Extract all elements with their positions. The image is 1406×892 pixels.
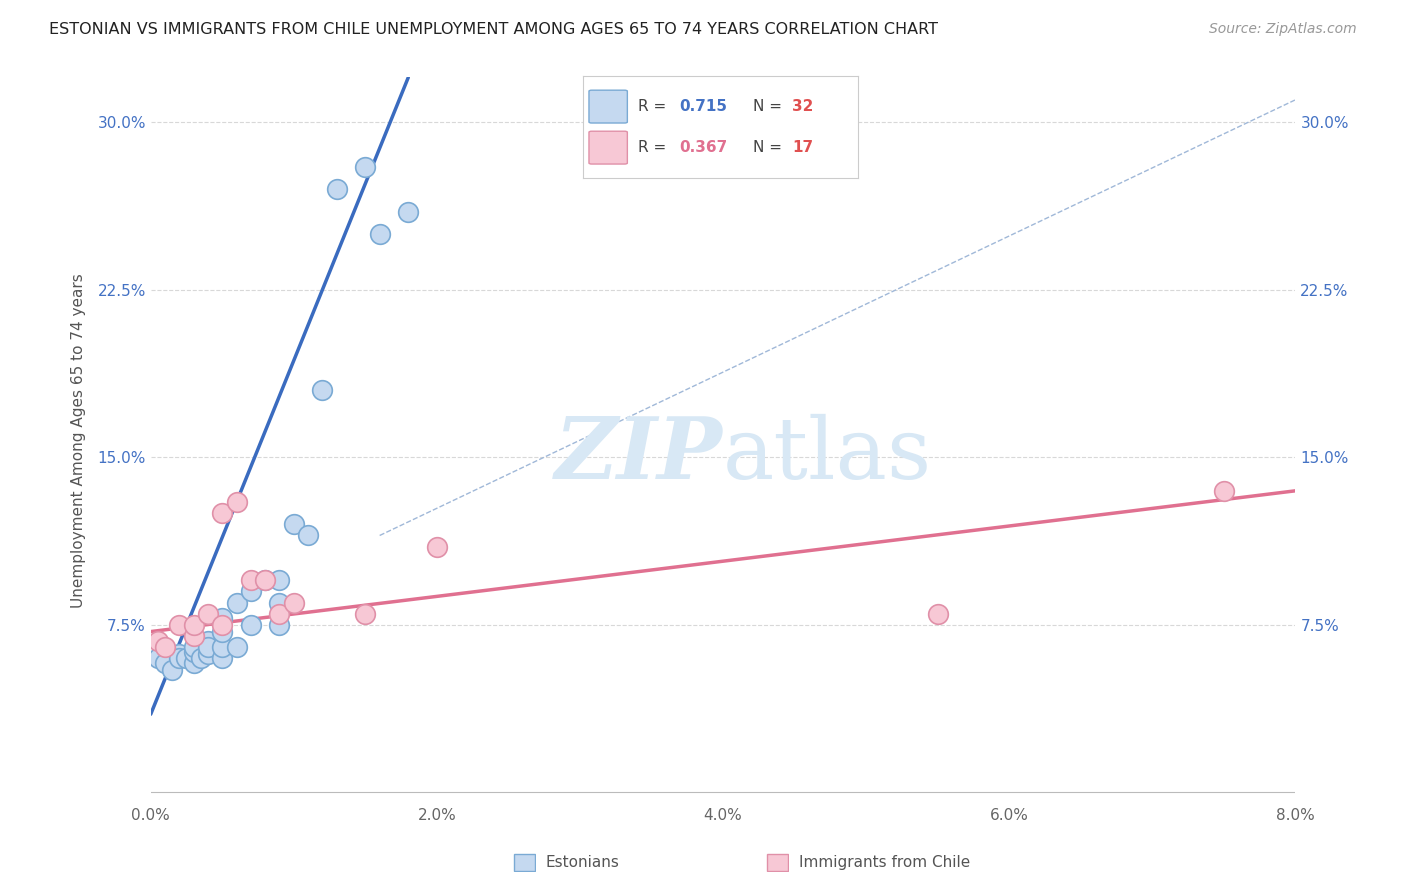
Text: R =: R = — [638, 140, 672, 155]
Point — [146, 651, 169, 665]
Text: Immigrants from Chile: Immigrants from Chile — [799, 855, 970, 870]
Point — [211, 506, 233, 520]
Point — [269, 618, 291, 632]
FancyBboxPatch shape — [589, 90, 627, 123]
Point — [183, 618, 205, 632]
Point — [225, 595, 247, 609]
Point — [269, 607, 291, 621]
Point — [169, 618, 191, 632]
Text: Estonians: Estonians — [546, 855, 620, 870]
Point — [169, 651, 191, 665]
Point — [176, 651, 198, 665]
Point — [311, 384, 333, 398]
Point — [254, 573, 277, 587]
Point — [211, 640, 233, 655]
Point — [354, 607, 377, 621]
Point — [211, 618, 233, 632]
Text: ESTONIAN VS IMMIGRANTS FROM CHILE UNEMPLOYMENT AMONG AGES 65 TO 74 YEARS CORRELA: ESTONIAN VS IMMIGRANTS FROM CHILE UNEMPL… — [49, 22, 938, 37]
Text: 0.367: 0.367 — [679, 140, 728, 155]
Text: N =: N = — [754, 99, 787, 114]
Text: Source: ZipAtlas.com: Source: ZipAtlas.com — [1209, 22, 1357, 37]
Point — [225, 495, 247, 509]
Point — [269, 595, 291, 609]
Point — [239, 584, 262, 599]
Point — [153, 640, 176, 655]
Point — [211, 611, 233, 625]
Point — [197, 640, 219, 655]
Text: 17: 17 — [792, 140, 813, 155]
Point — [354, 160, 377, 174]
Point — [146, 633, 169, 648]
Point — [183, 629, 205, 643]
Y-axis label: Unemployment Among Ages 65 to 74 years: Unemployment Among Ages 65 to 74 years — [72, 273, 86, 608]
Text: ZIP: ZIP — [555, 413, 723, 497]
Point — [927, 607, 949, 621]
Point — [1212, 483, 1234, 498]
Point — [169, 647, 191, 661]
Point — [254, 573, 277, 587]
Point — [297, 528, 319, 542]
Text: R =: R = — [638, 99, 672, 114]
Point — [197, 647, 219, 661]
Point — [269, 573, 291, 587]
Text: atlas: atlas — [723, 414, 932, 497]
Point — [239, 618, 262, 632]
Point — [197, 633, 219, 648]
Point — [183, 645, 205, 659]
Point — [426, 540, 449, 554]
Point — [190, 651, 212, 665]
Point — [325, 182, 347, 196]
Point — [283, 595, 305, 609]
Point — [225, 640, 247, 655]
Point — [183, 656, 205, 670]
Text: N =: N = — [754, 140, 787, 155]
Text: 32: 32 — [792, 99, 813, 114]
Point — [368, 227, 391, 241]
Point — [283, 517, 305, 532]
Point — [396, 204, 419, 219]
Text: 0.715: 0.715 — [679, 99, 727, 114]
Point — [211, 624, 233, 639]
Point — [211, 651, 233, 665]
Point — [197, 607, 219, 621]
Point — [160, 663, 183, 677]
Point — [239, 573, 262, 587]
FancyBboxPatch shape — [589, 131, 627, 164]
Point — [153, 656, 176, 670]
Point — [183, 640, 205, 655]
